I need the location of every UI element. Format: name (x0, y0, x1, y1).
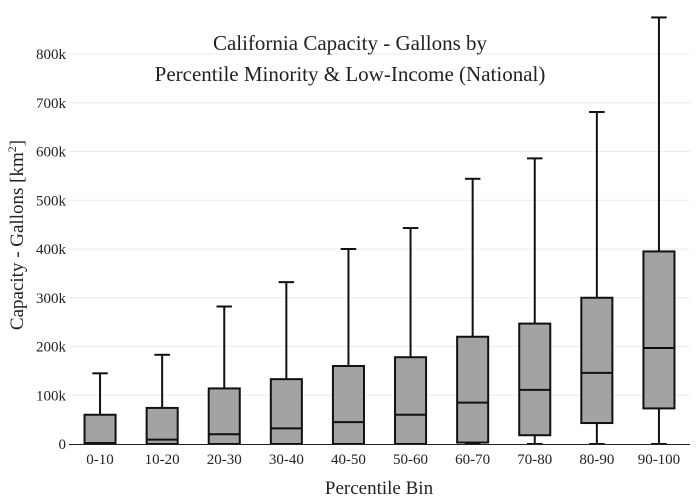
y-tick-label: 700k (36, 96, 67, 112)
box-body (83, 413, 117, 445)
x-tick-label: 80-90 (579, 452, 614, 468)
y-tick-labels: 0 100k 200k 300k 400k 500k 600k 700k 800k (36, 47, 67, 453)
y-tick-label: 100k (36, 388, 67, 404)
box-body (456, 335, 490, 444)
x-axis-title: Percentile Bin (325, 478, 434, 499)
box-series (83, 16, 676, 446)
y-tick-label: 400k (36, 242, 67, 258)
box-body (518, 322, 552, 437)
box-30-40 (269, 281, 303, 446)
box-90-100 (642, 16, 676, 445)
box-body (145, 406, 179, 445)
box-body (207, 387, 241, 445)
box-20-30 (207, 305, 241, 445)
chart-title-line-2: Percentile Minority & Low-Income (Nation… (155, 62, 546, 86)
y-axis-title-superscript: 2 (5, 146, 19, 152)
x-tick-label: 70-80 (517, 452, 552, 468)
x-tick-label: 50-60 (393, 452, 428, 468)
box-10-20 (145, 353, 179, 445)
box-70-80 (518, 157, 552, 445)
y-tick-label: 600k (36, 145, 67, 161)
y-tick-label: 200k (36, 340, 67, 356)
box-body (580, 296, 614, 425)
x-tick-label: 10-20 (145, 452, 180, 468)
x-tick-labels: 0-10 10-20 20-30 30-40 40-50 50-60 60-70 70-80 8… (86, 452, 680, 468)
x-tick-label: 30-40 (269, 452, 304, 468)
box-body (642, 250, 676, 410)
x-tick-label: 60-70 (455, 452, 490, 468)
box-body (394, 356, 428, 446)
y-tick-label: 0 (59, 437, 67, 453)
y-tick-label: 300k (36, 291, 67, 307)
box-body (331, 365, 365, 445)
box-0-10 (83, 372, 117, 445)
y-tick-label: 800k (36, 47, 67, 63)
x-tick-label: 40-50 (331, 452, 366, 468)
y-axis-title-main: Capacity - Gallons [km (7, 152, 28, 330)
chart-title-line-1: California Capacity - Gallons by (213, 31, 488, 55)
box-60-70 (456, 177, 490, 445)
box-80-90 (580, 111, 614, 445)
x-tick-label: 90-100 (638, 452, 681, 468)
x-tick-label: 20-30 (207, 452, 242, 468)
box-40-50 (331, 248, 365, 445)
y-axis-title-end: ] (7, 140, 28, 146)
box-50-60 (394, 227, 428, 446)
grid-lines (69, 53, 690, 396)
y-tick-label: 500k (36, 193, 67, 209)
x-tick-label: 0-10 (86, 452, 114, 468)
y-axis-title: Capacity - Gallons [km2] (5, 140, 28, 330)
box-body (269, 378, 303, 446)
